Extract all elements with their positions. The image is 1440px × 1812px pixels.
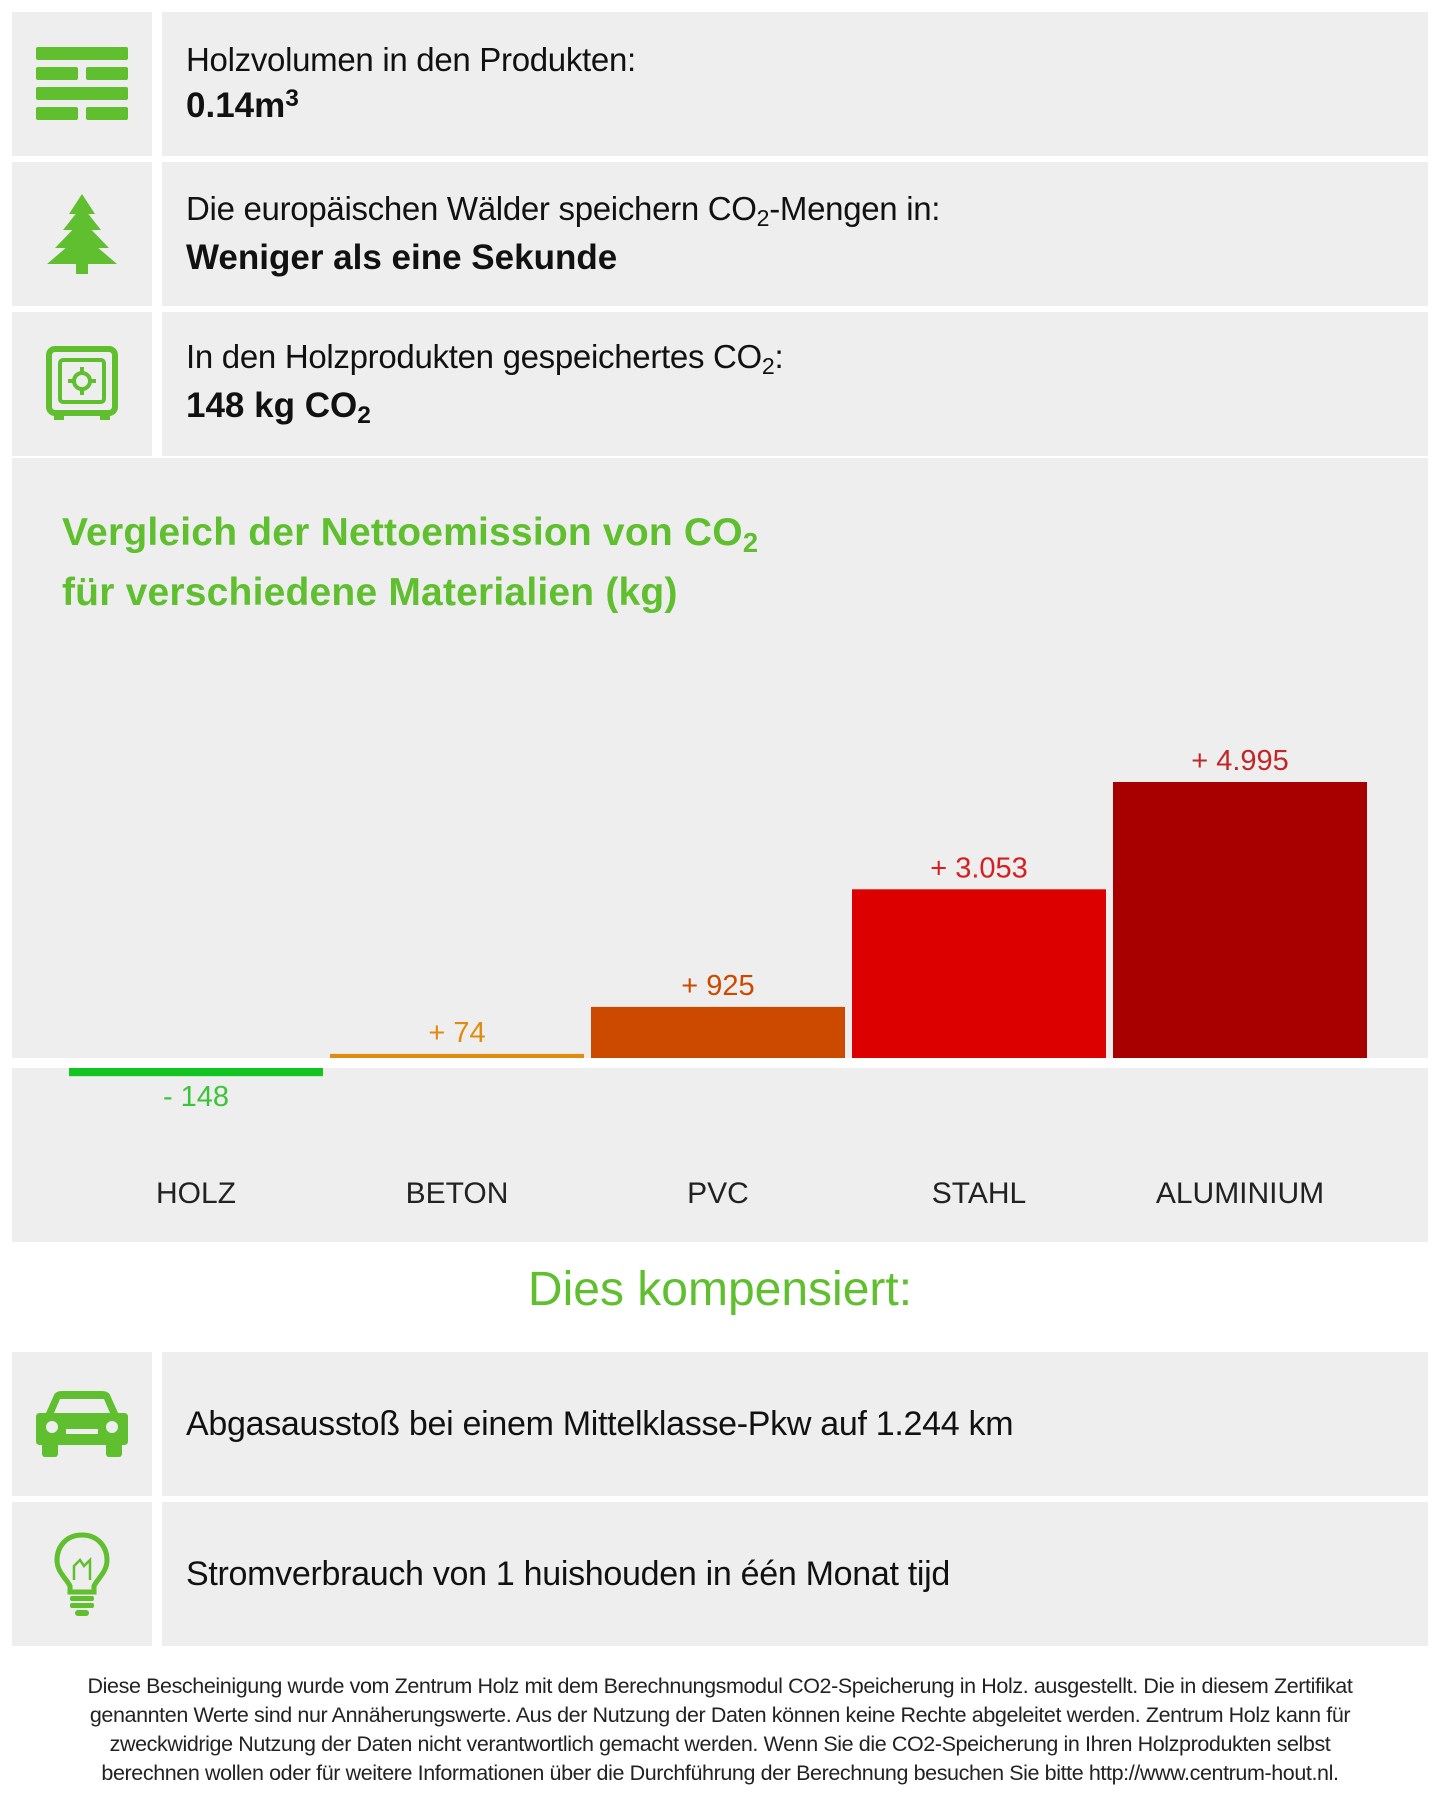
info-row-stored-co2: In den Holzprodukten gespeichertes CO2: … [12, 312, 1428, 456]
compensation-row-electricity: Stromverbrauch von 1 huishouden in één M… [12, 1502, 1428, 1646]
compensation-title: Dies kompensiert: [527, 1263, 913, 1316]
chart-title-line1: Vergleich der Nettoemission von CO2 [62, 511, 759, 558]
footer-line: berechnen wollen oder für weitere Inform… [101, 1761, 1339, 1785]
stored-co2-value: 148 kg CO2 [186, 385, 371, 429]
data-label-pvc: + 925 [681, 970, 754, 1002]
bar-stahl [852, 889, 1106, 1058]
bar-pvc [591, 1006, 845, 1058]
category-label-beton: BETON [406, 1177, 509, 1210]
data-label-holz: - 148 [163, 1081, 229, 1113]
data-label-aluminium: + 4.995 [1191, 745, 1289, 777]
category-label-stahl: STAHL [932, 1177, 1026, 1210]
bar-aluminium [1113, 782, 1367, 1058]
icon-cell [12, 312, 152, 456]
category-label-holz: HOLZ [156, 1177, 236, 1210]
chart-title: Vergleich der Nettoemission von CO2 für … [62, 508, 758, 618]
wood-volume-label: Holzvolumen in den Produkten: [186, 41, 636, 79]
icon-cell [12, 162, 152, 306]
bar-beton [330, 1053, 584, 1058]
tree-icon [47, 194, 117, 274]
bar-chart: - 148 HOLZ + 74 BETON + 925 PVC + 3.053 STAHL + … [12, 745, 1428, 1210]
info-text-cell: Die europäischen Wälder speichern CO2-Me… [162, 162, 1428, 306]
car-icon [36, 1391, 128, 1457]
icon-cell [12, 12, 152, 156]
disclaimer-footer: Diese Bescheinigung wurde vom Zentrum Ho… [14, 1672, 1426, 1788]
category-label-pvc: PVC [687, 1177, 749, 1210]
icon-cell [12, 1352, 152, 1496]
forest-storage-label: Die europäischen Wälder speichern CO2-Me… [186, 190, 941, 231]
footer-line: Diese Bescheinigung wurde vom Zentrum Ho… [87, 1674, 1353, 1698]
lightbulb-icon [54, 1532, 110, 1616]
safe-icon [46, 346, 118, 420]
compensation-text-cell: Stromverbrauch von 1 huishouden in één M… [162, 1502, 1428, 1646]
data-label-beton: + 74 [428, 1017, 485, 1049]
info-row-forest-storage: Die europäischen Wälder speichern CO2-Me… [12, 162, 1428, 306]
electricity-compensation-text: Stromverbrauch von 1 huishouden in één M… [186, 1554, 950, 1593]
footer-line: zweckwidrige Nutzung der Daten nicht ver… [109, 1732, 1331, 1756]
wood-stack-icon [36, 47, 128, 120]
wood-volume-value: 0.14m3 [186, 85, 299, 126]
car-compensation-text: Abgasausstoß bei einem Mittelklasse-Pkw … [186, 1404, 1014, 1443]
stored-co2-label: In den Holzprodukten gespeichertes CO2: [186, 338, 784, 379]
data-label-stahl: + 3.053 [930, 852, 1028, 884]
zero-baseline [12, 1058, 1428, 1068]
compensation-row-car: Abgasausstoß bei einem Mittelklasse-Pkw … [12, 1352, 1428, 1496]
category-label-aluminium: ALUMINIUM [1156, 1177, 1324, 1210]
compensation-text-cell: Abgasausstoß bei einem Mittelklasse-Pkw … [162, 1352, 1428, 1496]
bar-holz [69, 1068, 323, 1077]
info-text-cell: In den Holzprodukten gespeichertes CO2: … [162, 312, 1428, 456]
info-text-cell: Holzvolumen in den Produkten: 0.14m3 [162, 12, 1428, 156]
info-row-wood-volume: Holzvolumen in den Produkten: 0.14m3 [12, 12, 1428, 156]
footer-line: genannten Werte sind nur Annäherungswert… [89, 1703, 1351, 1727]
chart-title-line2: für verschiedene Materialien (kg) [62, 570, 678, 614]
icon-cell [12, 1502, 152, 1646]
chart-panel: Vergleich der Nettoemission von CO2 für … [12, 458, 1428, 1242]
forest-storage-value: Weniger als eine Sekunde [186, 237, 618, 277]
